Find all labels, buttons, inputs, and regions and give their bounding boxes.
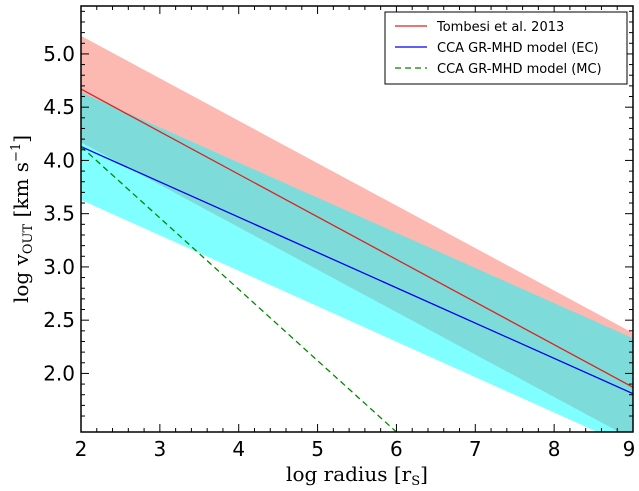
x-tick-label: 2 (75, 437, 88, 461)
y-tick-label: 2.0 (43, 361, 75, 385)
x-axis-label: log radius [rS] (286, 462, 428, 489)
legend: Tombesi et al. 2013 CCA GR-MHD model (EC)… (384, 11, 628, 85)
series-line-2 (81, 146, 397, 432)
series-line-0 (81, 88, 633, 388)
y-tick-label: 3.5 (43, 202, 75, 226)
legend-box (384, 11, 628, 85)
x-tick-label: 4 (232, 437, 245, 461)
y-tick-label: 3.0 (43, 255, 75, 279)
x-tick-labels: 2 3 4 5 6 7 8 9 (75, 437, 636, 461)
legend-label-2: CCA GR-MHD model (MC) (437, 62, 602, 77)
y-tick-labels: 2.0 2.5 3.0 3.5 4.0 4.5 5.0 (43, 42, 75, 385)
legend-label-0: Tombesi et al. 2013 (436, 20, 564, 35)
x-tick-label: 6 (390, 437, 403, 461)
plot-frame (80, 5, 634, 433)
x-tick-label: 8 (548, 437, 561, 461)
y-tick-label: 5.0 (43, 42, 75, 66)
x-tick-label: 9 (623, 437, 636, 461)
band-1 (81, 92, 633, 432)
x-tick-label: 5 (311, 437, 324, 461)
legend-label-1: CCA GR-MHD model (EC) (437, 41, 599, 56)
y-axis-label: log vOUT [km s−1] (9, 135, 36, 303)
x-tick-label: 3 (153, 437, 166, 461)
series-line-1 (81, 145, 633, 395)
series-lines (81, 88, 633, 432)
confidence-bands (81, 35, 633, 432)
x-tick-label: 7 (469, 437, 482, 461)
axis-ticks (80, 6, 634, 432)
y-tick-label: 4.0 (43, 148, 75, 172)
y-tick-label: 4.5 (43, 95, 75, 119)
y-tick-label: 2.5 (43, 308, 75, 332)
